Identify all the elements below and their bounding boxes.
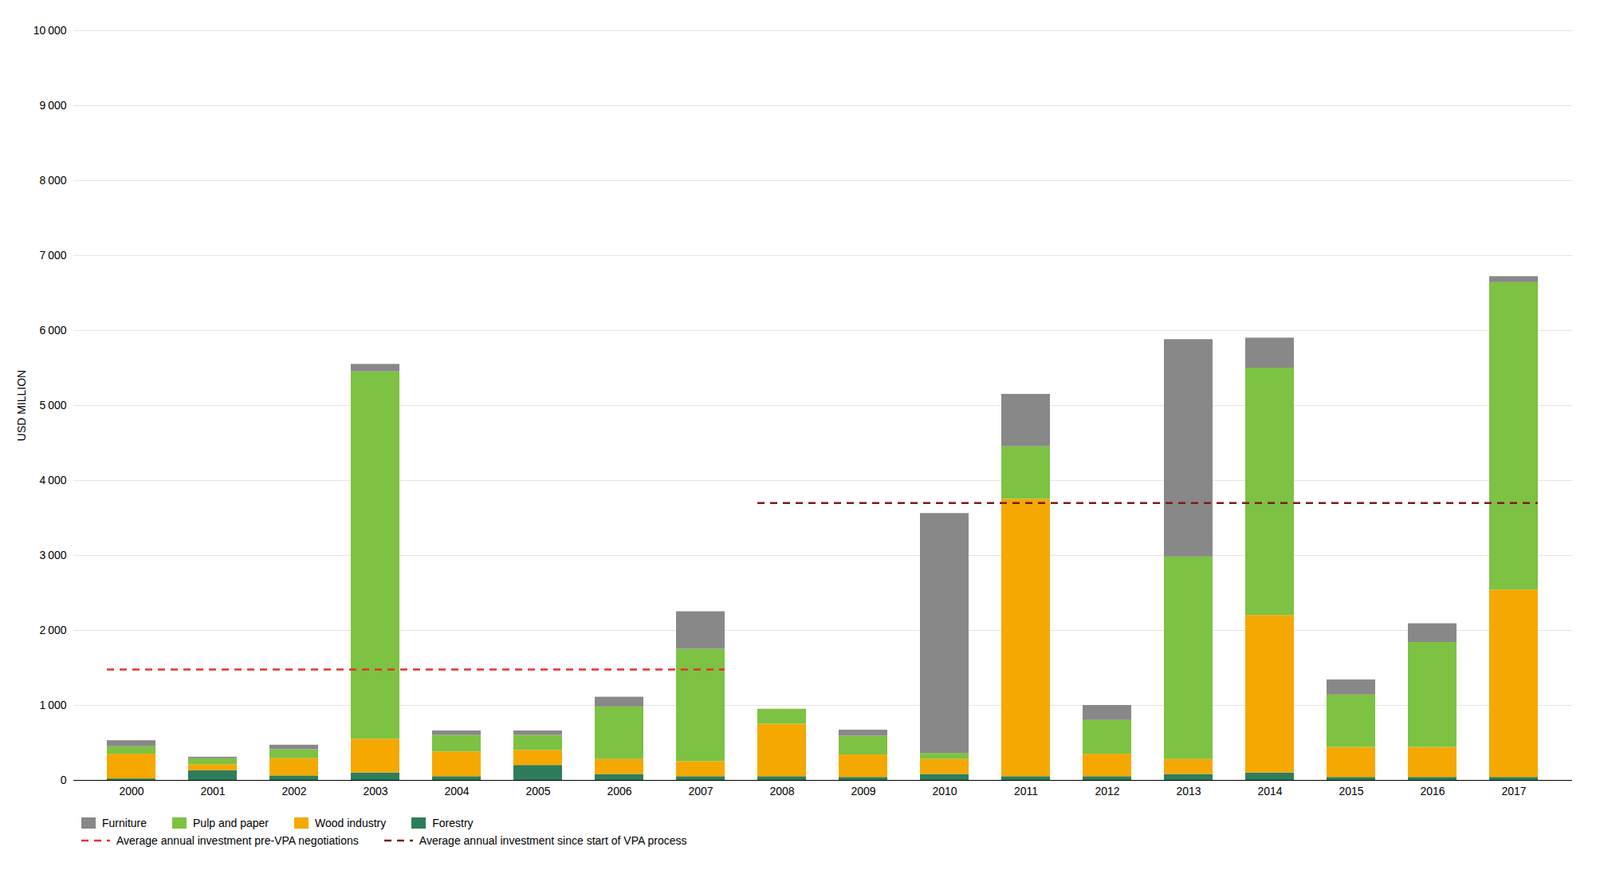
svg-text:5 000: 5 000 <box>39 398 67 412</box>
svg-text:6 000: 6 000 <box>39 323 67 337</box>
svg-text:1 000: 1 000 <box>39 698 67 712</box>
svg-text:2008: 2008 <box>769 784 795 798</box>
svg-text:USD MILLION: USD MILLION <box>15 369 28 441</box>
svg-text:2001: 2001 <box>200 784 225 798</box>
svg-text:0: 0 <box>60 773 67 787</box>
svg-text:8 000: 8 000 <box>39 173 67 187</box>
svg-text:3 000: 3 000 <box>39 548 67 562</box>
svg-text:9 000: 9 000 <box>39 98 67 112</box>
html-text:Average annual investment sinc: Average annual investment since start of… <box>419 833 687 847</box>
svg-text:2003: 2003 <box>362 784 388 798</box>
html-text:Average annual investment pre-: Average annual investment pre-VPA negoti… <box>116 833 359 847</box>
svg-text:2017: 2017 <box>1501 784 1526 798</box>
svg-text:7 000: 7 000 <box>39 248 67 262</box>
svg-text:2007: 2007 <box>687 784 713 798</box>
svg-text:2005: 2005 <box>525 784 551 798</box>
svg-text:2004: 2004 <box>444 784 469 798</box>
svg-text:2002: 2002 <box>281 784 307 798</box>
svg-text:2015: 2015 <box>1338 784 1364 798</box>
svg-text:10 000: 10 000 <box>33 23 67 37</box>
svg-text:2 000: 2 000 <box>39 623 67 637</box>
svg-text:2009: 2009 <box>850 784 876 798</box>
html-text:Pulp and paper: Pulp and paper <box>192 816 269 830</box>
svg-text:2016: 2016 <box>1419 784 1445 798</box>
svg-text:2011: 2011 <box>1014 784 1038 798</box>
svg-text:2013: 2013 <box>1175 784 1201 798</box>
html-text:Forestry: Forestry <box>432 816 474 830</box>
svg-text:4 000: 4 000 <box>39 473 67 487</box>
html-text:Wood industry: Wood industry <box>314 816 387 830</box>
svg-text:2010: 2010 <box>931 784 957 798</box>
svg-text:2014: 2014 <box>1257 784 1282 798</box>
svg-text:2012: 2012 <box>1094 784 1120 798</box>
svg-text:2006: 2006 <box>606 784 632 798</box>
html-text:Furniture: Furniture <box>102 816 147 830</box>
svg-text:2000: 2000 <box>118 784 144 798</box>
